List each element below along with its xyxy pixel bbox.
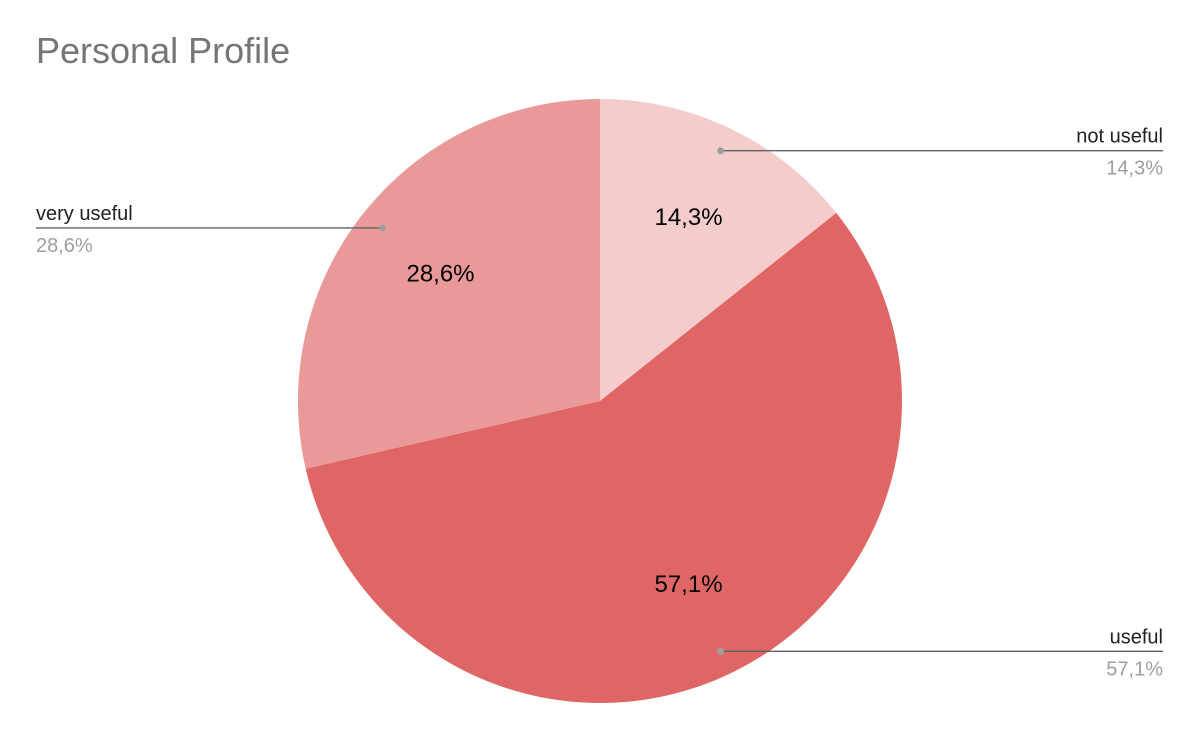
legend-entry-very-useful: very useful 28,6% [36, 203, 387, 257]
pie-slice-not-useful [600, 99, 837, 401]
legend-entry-useful: useful 57,1% [717, 626, 1163, 680]
chart-title: Personal Profile [36, 30, 291, 71]
legend-dot-useful [717, 647, 725, 655]
legend-name-useful: useful [1110, 626, 1163, 648]
legend-name-not-useful: not useful [1076, 126, 1163, 148]
pie-slice-labels: 14,3% 57,1% 28,6% [406, 204, 722, 598]
slice-label-useful: 57,1% [654, 571, 722, 598]
slice-label-very-useful: 28,6% [406, 261, 474, 288]
slice-label-not-useful: 14,3% [654, 204, 722, 231]
legend-dot-very-useful [379, 224, 387, 232]
legend-value-very-useful: 28,6% [36, 235, 93, 257]
pie-legend: not useful 14,3% useful 57,1% very useful 28,… [36, 126, 1163, 680]
pie-slice-useful [305, 212, 903, 703]
pie-slices [298, 99, 903, 703]
pie-slice-very-useful [298, 99, 600, 469]
legend-value-useful: 57,1% [1106, 658, 1163, 680]
legend-entry-not-useful: not useful 14,3% [717, 126, 1163, 180]
legend-value-not-useful: 14,3% [1106, 158, 1163, 180]
legend-name-very-useful: very useful [36, 203, 133, 225]
legend-dot-not-useful [717, 147, 725, 155]
